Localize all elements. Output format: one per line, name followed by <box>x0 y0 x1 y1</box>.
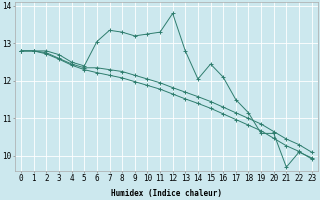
X-axis label: Humidex (Indice chaleur): Humidex (Indice chaleur) <box>111 189 222 198</box>
